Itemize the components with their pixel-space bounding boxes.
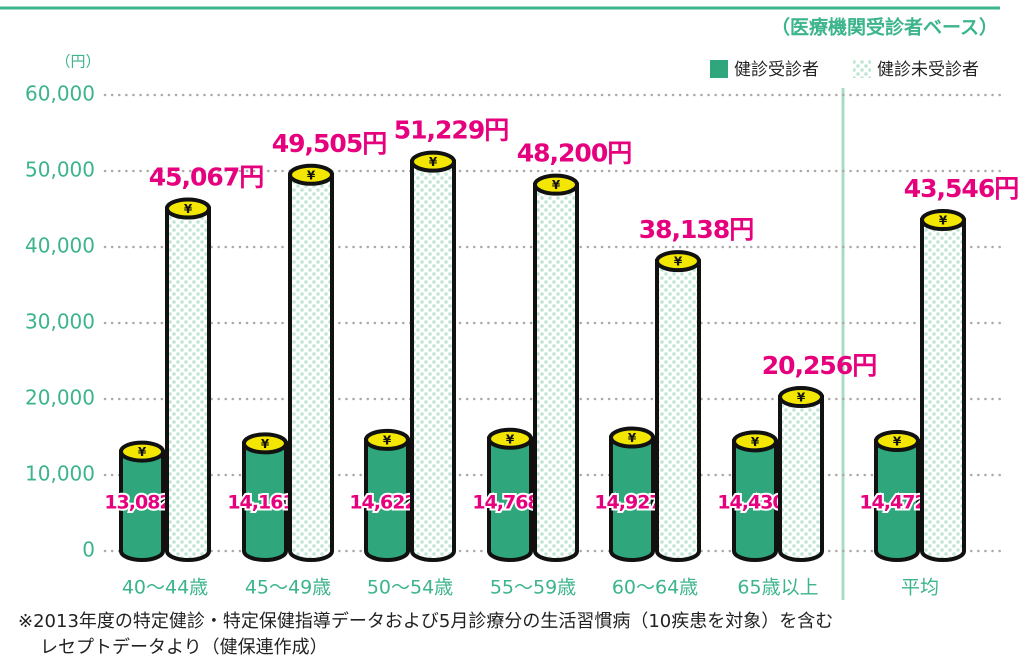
bar: ¥ <box>920 209 966 562</box>
bar-body <box>165 206 211 562</box>
legend-swatch <box>853 60 871 78</box>
bar: ¥ <box>533 173 579 562</box>
x-tick-label: 平均 <box>901 577 939 599</box>
cap-symbol: ¥ <box>138 445 147 459</box>
x-tick-label: 55〜59歳 <box>490 577 576 599</box>
x-tick-label: 50〜54歳 <box>367 577 453 599</box>
bar-cap <box>778 386 824 409</box>
bar-body <box>487 436 533 562</box>
bar-body <box>364 437 410 562</box>
value-label: 49,505円 <box>272 129 386 158</box>
y-tick-label: 50,000 <box>25 158 95 182</box>
legend: 健診受診者 健診未受診者 <box>710 60 979 80</box>
x-tick-label: 60〜64歳 <box>612 577 698 599</box>
bar-cap <box>288 163 334 186</box>
bar-cap <box>487 427 533 450</box>
bar-body <box>533 182 579 562</box>
cap-symbol: ¥ <box>628 431 637 445</box>
bar-body <box>655 259 701 562</box>
bar-cap <box>874 430 920 453</box>
cap-symbol: ¥ <box>751 435 760 449</box>
bar: ¥ <box>732 430 778 562</box>
legend-swatch <box>710 60 728 78</box>
bar: ¥ <box>609 426 655 562</box>
x-tick-label: 65歳以上 <box>737 577 818 599</box>
bar-body <box>119 449 165 562</box>
y-tick-label: 10,000 <box>25 462 95 486</box>
bar-cap <box>609 426 655 449</box>
bar-cap <box>165 197 211 220</box>
cap-symbol: ¥ <box>939 214 948 228</box>
cap-symbol: ¥ <box>797 391 806 405</box>
bar: ¥ <box>242 432 288 562</box>
value-label: 48,200円 <box>517 139 631 168</box>
legend-label: 健診未受診者 <box>877 60 979 80</box>
bar: ¥ <box>288 163 334 562</box>
cap-symbol: ¥ <box>261 437 270 451</box>
bar: ¥ <box>119 440 165 562</box>
bar-cap <box>242 432 288 455</box>
y-tick-label: 30,000 <box>25 310 95 334</box>
subtitle: （医療機関受診者ベース） <box>771 16 998 39</box>
cap-symbol: ¥ <box>552 178 561 192</box>
bar-cap <box>410 150 456 173</box>
cap-symbol: ¥ <box>184 202 193 216</box>
cap-symbol: ¥ <box>383 433 392 447</box>
bar: ¥ <box>364 428 410 562</box>
bar-cap <box>732 430 778 453</box>
bar-body <box>732 439 778 562</box>
bar: ¥ <box>655 250 701 562</box>
x-tick-label: 40〜44歳 <box>122 577 208 599</box>
bar: ¥ <box>874 430 920 562</box>
bar-body <box>410 159 456 562</box>
bar-body <box>874 439 920 562</box>
value-label: 51,229円 <box>394 116 508 145</box>
x-tick-label: 45〜49歳 <box>245 577 331 599</box>
bar-cap <box>920 209 966 232</box>
cap-symbol: ¥ <box>674 255 683 269</box>
value-label: 38,138円 <box>639 215 753 244</box>
bar-cap <box>364 428 410 451</box>
bar: ¥ <box>487 427 533 562</box>
value-label: 45,067円 <box>149 162 263 191</box>
cap-symbol: ¥ <box>429 155 438 169</box>
bar-cap <box>119 440 165 463</box>
bar-body <box>288 172 334 562</box>
footnote: レセプトデータより（健保連作成） <box>40 637 328 658</box>
y-tick-label: 0 <box>82 538 95 562</box>
bar-body <box>242 441 288 562</box>
y-tick-label: 40,000 <box>25 234 95 258</box>
footnote: ※2013年度の特定健診・特定保健指導データおよび5月診療分の生活習慣病（10疾… <box>18 611 833 632</box>
bar-body <box>609 435 655 562</box>
value-label: 20,256円 <box>762 351 876 380</box>
y-tick-label: 20,000 <box>25 386 95 410</box>
bar: ¥ <box>778 386 824 562</box>
y-unit: （円） <box>55 53 100 71</box>
value-label: 43,546円 <box>904 174 1018 203</box>
cap-symbol: ¥ <box>307 168 316 182</box>
bar-body <box>778 395 824 562</box>
bar-cap <box>533 173 579 196</box>
bar-cap <box>655 250 701 273</box>
cap-symbol: ¥ <box>506 432 515 446</box>
bar: ¥ <box>165 197 211 562</box>
bar: ¥ <box>410 150 456 562</box>
cap-symbol: ¥ <box>893 435 902 449</box>
y-tick-label: 60,000 <box>25 82 95 106</box>
legend-label: 健診受診者 <box>734 60 819 80</box>
bar-body <box>920 218 966 562</box>
